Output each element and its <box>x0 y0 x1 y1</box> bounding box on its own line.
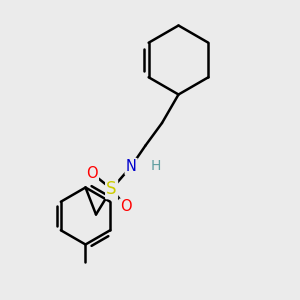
Text: H: H <box>151 159 161 173</box>
Text: O: O <box>120 200 132 214</box>
Text: S: S <box>106 180 117 198</box>
Text: O: O <box>86 166 98 181</box>
Text: N: N <box>126 159 136 174</box>
